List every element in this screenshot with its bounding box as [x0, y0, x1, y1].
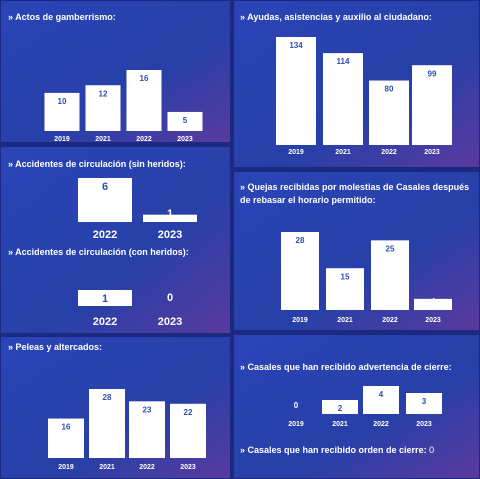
title-text: » Casales que han recibido orden de cier… [240, 445, 427, 455]
value-label: 5 [183, 116, 188, 125]
x-tick-label: 2022 [93, 316, 117, 328]
bar [78, 178, 132, 222]
bar [44, 92, 80, 131]
bar [48, 418, 84, 458]
chart-title: » Casales que han recibido advertencia d… [240, 361, 475, 374]
bar [129, 401, 165, 458]
chart-title: » Accidentes de circulación (con heridos… [8, 246, 228, 259]
title-text: » Actos de gamberrismo: [8, 12, 116, 22]
x-tick-label: 2022 [136, 136, 152, 143]
bar [281, 232, 319, 310]
bar [143, 214, 197, 222]
x-tick-label: 2022 [139, 464, 155, 471]
value-label: 1 [102, 293, 108, 305]
x-tick-label: 2019 [288, 149, 304, 156]
value-label: 23 [143, 405, 152, 414]
bar [414, 298, 452, 310]
x-tick-label: 2023 [158, 229, 182, 241]
x-tick-label: 2022 [381, 149, 397, 156]
value-label: 134 [289, 41, 303, 50]
value-label: 114 [337, 57, 350, 66]
value-label: 3 [422, 397, 427, 406]
bar [322, 400, 358, 414]
bar [89, 389, 125, 458]
x-tick-label: 2019 [58, 464, 74, 471]
x-tick-label: 2021 [332, 421, 348, 428]
value-label: 28 [103, 393, 112, 402]
bar [412, 65, 452, 145]
bar [126, 70, 162, 131]
value-label: 0 [167, 292, 173, 304]
bar [85, 85, 121, 131]
x-tick-label: 2021 [95, 136, 111, 143]
value-label: 99 [428, 69, 437, 78]
bar [323, 53, 363, 146]
bar [369, 80, 409, 145]
value-label: 10 [58, 97, 67, 106]
x-tick-label: 2022 [373, 421, 389, 428]
x-tick-label: 2023 [180, 464, 196, 471]
chart-title: » Peleas y altercados: [8, 341, 223, 354]
value-label: 4 [431, 297, 436, 306]
bar [78, 290, 132, 306]
bar [276, 37, 316, 145]
title-text: » Ayudas, asistencias y auxilio al ciuda… [240, 12, 432, 22]
value-label: 16 [140, 74, 149, 83]
value-label: 0 [294, 401, 299, 410]
value-label: 22 [184, 408, 193, 417]
value-label: 12 [99, 89, 108, 98]
chart-title: » Ayudas, asistencias y auxilio al ciuda… [240, 11, 475, 24]
x-tick-label: 2019 [292, 317, 308, 324]
chart-title: » Actos de gamberrismo: [8, 11, 223, 24]
x-tick-label: 2022 [382, 317, 398, 324]
bar [363, 386, 399, 414]
x-tick-label: 2019 [54, 136, 70, 143]
bar [170, 403, 206, 458]
chart-title: » Casales que han recibido orden de cier… [240, 444, 475, 457]
x-tick-label: 2021 [335, 149, 351, 156]
chart-title: » Quejas recibidas por molestias de Casa… [240, 181, 470, 207]
chart-title: » Accidentes de circulación (sin heridos… [8, 158, 228, 171]
title-text: » Casales que han recibido advertencia d… [240, 362, 452, 372]
value-label: 15 [341, 272, 350, 281]
stat-value: 0 [429, 445, 435, 455]
value-label: 80 [385, 85, 394, 94]
bar [326, 268, 364, 310]
x-tick-label: 2022 [93, 229, 117, 241]
value-label: 2 [338, 404, 343, 413]
title-text: » Peleas y altercados: [8, 342, 103, 352]
title-text: » Quejas recibidas por molestias de Casa… [240, 182, 470, 205]
x-tick-label: 2023 [416, 421, 432, 428]
value-label: 28 [296, 236, 305, 245]
bar [371, 240, 409, 310]
x-tick-label: 2023 [177, 136, 193, 143]
x-tick-label: 2021 [99, 464, 115, 471]
title-text: » Accidentes de circulación (sin heridos… [8, 159, 186, 169]
bar [406, 393, 442, 414]
value-label: 1 [167, 208, 173, 220]
x-tick-label: 2023 [425, 317, 441, 324]
value-label: 4 [379, 390, 384, 399]
x-tick-label: 2021 [337, 317, 353, 324]
title-text: » Accidentes de circulación (con heridos… [8, 247, 189, 257]
x-tick-label: 2023 [158, 316, 182, 328]
value-label: 6 [102, 181, 108, 193]
value-label: 25 [386, 244, 395, 253]
bar [167, 111, 203, 131]
x-tick-label: 2019 [288, 421, 304, 428]
value-label: 16 [62, 423, 71, 432]
x-tick-label: 2023 [424, 149, 440, 156]
